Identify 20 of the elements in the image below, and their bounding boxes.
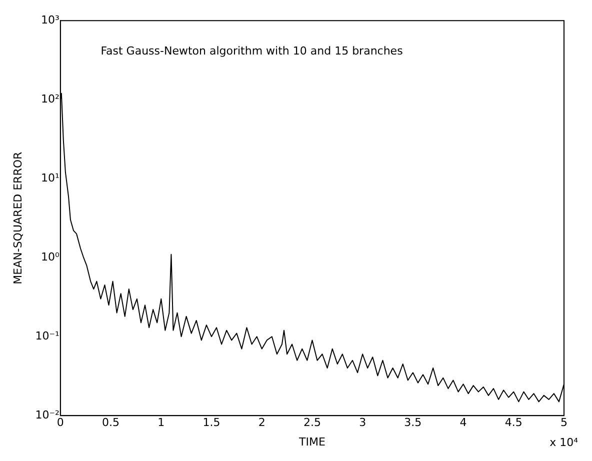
x-tick-label: 2.5: [303, 416, 321, 430]
x-tick-label: 4.5: [504, 416, 522, 430]
y-tick-label: 10²: [40, 92, 60, 106]
x-tick-label: 2: [258, 416, 266, 430]
x-tick-label: 1: [158, 416, 165, 430]
x-tick-label: 1.5: [202, 416, 220, 430]
x-tick-label: 4: [460, 416, 467, 430]
text: x 10⁴: [550, 436, 579, 449]
x-tick-label: 0.5: [102, 416, 120, 430]
y-tick-label: 10¹: [40, 171, 60, 184]
x-tick-label: 5: [560, 416, 568, 430]
x-tick-label: 3: [359, 416, 366, 430]
x-tick-label: 3.5: [404, 416, 422, 430]
annotation: Fast Gauss-Newton algorithm with 10 and 15 branches: [100, 44, 404, 58]
y-tick-label: 10⁻¹: [35, 329, 60, 342]
y-tick-label: 10³: [40, 13, 60, 26]
y-axis-title: MEAN-SQUARED ERROR: [11, 152, 24, 284]
y-tick-label: 10⁰: [40, 250, 60, 264]
x-axis-title: TIME: [298, 435, 326, 448]
x-tick-label: 0: [56, 416, 64, 430]
